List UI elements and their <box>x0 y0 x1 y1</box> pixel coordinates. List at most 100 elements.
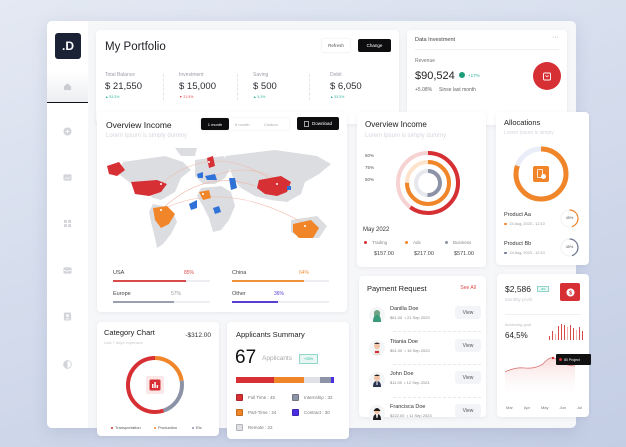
divider <box>163 74 164 100</box>
more-menu-icon[interactable]: ··· <box>552 34 559 41</box>
tab-custom[interactable]: Custom <box>264 121 278 127</box>
region-pct: 36% <box>274 291 285 297</box>
divider <box>393 331 481 332</box>
applicants-count-label: Applicants <box>262 355 292 362</box>
app-logo[interactable]: .D <box>55 33 81 59</box>
sidebar-item-profile[interactable] <box>47 307 88 325</box>
avatar <box>369 307 385 323</box>
month-axis: Mar Apr May Jun Jul <box>506 405 582 410</box>
contrast-icon <box>63 359 72 369</box>
ring-label-outer: 60% <box>365 153 375 158</box>
category-chart-title: Category Chart <box>104 328 155 337</box>
portfolio-card: My Portfolio Refresh Change Total Balanc… <box>96 30 399 124</box>
segment-internship <box>320 377 331 383</box>
payment-request-card: Payment Request See All Danilla Doe $61.… <box>359 276 486 421</box>
tab-6-month[interactable]: 6 month <box>235 121 250 127</box>
goal-value: 64,5% <box>505 331 528 340</box>
allocations-title: Allocations <box>504 118 541 127</box>
payer-name: Francisca Doe <box>390 404 426 410</box>
legend-production: Production <box>154 425 177 430</box>
region-bar-europe: Europe 57% <box>113 291 210 305</box>
stat-value: $ 6,050 <box>330 81 362 92</box>
chart-tooltip: 80 Project <box>556 354 591 365</box>
product-bb-gauge: 45% <box>560 238 579 257</box>
product-bb-date: 24 Aug, 2023 - 12:10 <box>504 251 545 255</box>
divider <box>415 49 559 50</box>
refresh-button[interactable]: Refresh <box>322 39 350 52</box>
legend-etc: Etc <box>192 425 202 430</box>
payment-meta: $11.00 • 12 Sep 2023 <box>390 380 430 385</box>
view-button[interactable]: View <box>455 339 481 352</box>
region-pct: 57% <box>171 291 182 297</box>
stat-change: ▲ 53.3% <box>105 95 120 99</box>
user-card-icon <box>63 311 72 321</box>
allocation-donut[interactable] <box>511 144 571 204</box>
overview-map-card: Overview Income Lorem Ipsum is simply du… <box>97 112 347 312</box>
payer-name: John Doe <box>390 371 414 377</box>
sidebar-item-theme[interactable] <box>47 355 88 373</box>
sidebar-item-media[interactable] <box>47 168 88 186</box>
allocations-card: Allocations Lorem Ipsum is simply Produc… <box>496 112 589 265</box>
view-button[interactable]: View <box>455 404 481 417</box>
view-button[interactable]: View <box>455 306 481 319</box>
legend-remote: Remote : 22 <box>236 424 273 431</box>
stat-value: $ 500 <box>253 81 277 92</box>
avatar <box>369 340 385 356</box>
ring-chart[interactable] <box>393 148 463 218</box>
segment-contract <box>331 377 334 383</box>
see-all-link[interactable]: See All <box>460 285 476 291</box>
progress-track <box>232 280 329 282</box>
sidebar-item-add[interactable] <box>47 122 88 140</box>
applicants-badge: +20% <box>299 354 318 364</box>
product-aa-gauge: 45% <box>560 209 579 228</box>
legend-ads: Ads <box>405 240 421 245</box>
inbox-icon <box>63 266 72 274</box>
applicants-stacked-bar[interactable] <box>236 377 336 383</box>
payer-name: Titania Doe <box>390 339 418 345</box>
stat-label: Investment <box>179 72 204 78</box>
view-button[interactable]: View <box>455 371 481 384</box>
progress-fill <box>232 301 278 303</box>
category-donut[interactable] <box>124 354 186 416</box>
sidebar-item-home[interactable] <box>47 71 88 103</box>
overview-rings-card: Overview Income Lorem Ipsum is simply du… <box>357 112 486 267</box>
business-value: $571.00 <box>454 251 474 257</box>
stat-change: ▼ 21.5% <box>179 95 194 99</box>
legend-transportation: Transportation <box>111 425 141 430</box>
sidebar: .D <box>47 21 88 428</box>
product-bb-name: Product Bb <box>504 241 532 247</box>
sidebar-item-apps[interactable] <box>47 214 88 232</box>
region-bar-other: Other 36% <box>232 291 329 305</box>
stat-investment: Investment $ 15,000 ▼ 21.5% <box>179 72 216 99</box>
stat-label: Saving <box>253 72 269 78</box>
legend-business: Business <box>445 240 471 245</box>
segment-remote <box>304 377 320 383</box>
ads-value: $217.00 <box>414 251 434 257</box>
region-label: USA <box>113 270 125 276</box>
payment-item: John Doe $11.00 • 12 Sep 2023 View <box>367 368 481 394</box>
payment-item: Titania Doe $51.00 • 16 Sep 2023 View <box>367 336 481 362</box>
world-map[interactable] <box>105 148 343 263</box>
payment-meta: $51.00 • 16 Sep 2023 <box>390 348 430 353</box>
progress-fill <box>113 280 186 282</box>
progress-fill <box>113 301 175 303</box>
progress-fill <box>232 280 304 282</box>
dollar-button[interactable]: $ <box>560 283 580 301</box>
legend-full-time: Full Time : 45 <box>236 394 275 401</box>
download-label: Download <box>311 121 332 126</box>
revenue-label: Revenue <box>415 58 436 64</box>
overview-rings-subtitle: Lorem Ipsum is simply dummy <box>365 133 447 139</box>
divider <box>505 314 581 315</box>
ring-label-middle: 75% <box>365 165 375 170</box>
revenue-badge: +17% <box>468 72 480 78</box>
region-label: Europe <box>113 291 131 297</box>
shopping-bag-button[interactable] <box>533 62 561 90</box>
download-button[interactable]: Download <box>297 117 339 130</box>
change-button[interactable]: Change <box>358 39 391 52</box>
profit-badge: +5% <box>537 286 549 292</box>
region-label: Other <box>232 291 246 297</box>
since-change: +5.08% <box>415 87 433 93</box>
since-label: Sinse last month <box>439 87 476 93</box>
sidebar-item-inbox[interactable] <box>47 261 88 279</box>
tab-1-month[interactable]: 1 month <box>201 118 229 130</box>
